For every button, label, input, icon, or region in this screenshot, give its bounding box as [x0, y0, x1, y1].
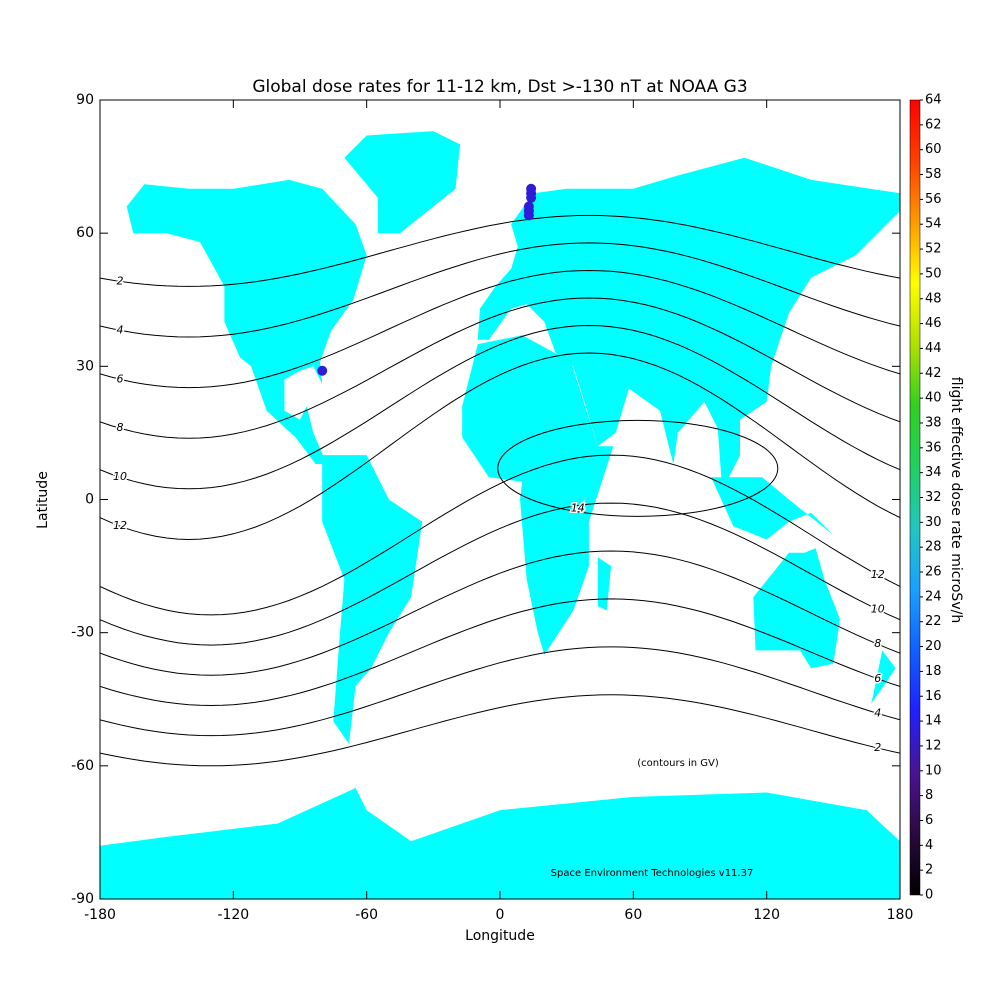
y-tick-label: -30 — [71, 625, 94, 641]
contour-line — [100, 694, 900, 767]
contour-line — [100, 550, 900, 676]
colorbar-tick-label: 2 — [925, 863, 933, 878]
colorbar-tick-label: 18 — [925, 664, 942, 679]
colorbar-tick-label: 64 — [925, 93, 942, 108]
land — [344, 131, 460, 234]
colorbar-tick-label: 62 — [925, 117, 942, 132]
colorbar-tick-label: 58 — [925, 167, 942, 182]
x-tick-label: 0 — [496, 907, 505, 923]
contour-label: 12 — [871, 568, 885, 581]
contour-line — [100, 646, 900, 737]
contour-label: 6 — [874, 672, 881, 685]
y-axis-label: Latitude — [35, 471, 51, 529]
colorbar-tick-label: 22 — [925, 614, 942, 629]
colorbar-tick-label: 8 — [925, 788, 933, 803]
land — [126, 179, 367, 464]
plot-area: 2 2 4 4 6 6 8 8 10 10 12 12 14 — [100, 131, 900, 899]
colorbar-tick-label: 52 — [925, 242, 942, 257]
x-tick-label: -60 — [355, 907, 378, 923]
colorbar-tick-label: 36 — [925, 440, 942, 455]
colorbar-tick-label: 40 — [925, 391, 942, 406]
contour-line — [100, 242, 900, 338]
colorbar — [909, 99, 921, 896]
land — [597, 557, 612, 611]
contour-note: (contours in GV) — [637, 758, 719, 769]
contour-line — [100, 502, 900, 646]
colorbar-tick-label: 26 — [925, 565, 942, 580]
land — [711, 477, 834, 540]
y-tick-label: 90 — [76, 92, 94, 108]
land — [477, 157, 900, 491]
x-axis-label: Longitude — [465, 928, 535, 944]
flight-point — [523, 201, 534, 212]
flight-point — [317, 365, 328, 376]
contour-label: 4 — [874, 706, 881, 719]
chart-title: Global dose rates for 11-12 km, Dst >-13… — [252, 77, 747, 97]
contour-label: 10 — [871, 603, 885, 616]
colorbar-tick-label: 38 — [925, 415, 942, 430]
colorbar-tick-label: 24 — [925, 589, 942, 604]
colorbar-tick-label: 44 — [925, 341, 942, 356]
colorbar-tick-label: 6 — [925, 813, 933, 828]
contour-label: 4 — [117, 323, 124, 336]
x-tick-label: -120 — [217, 907, 249, 923]
contour-line — [100, 214, 900, 287]
colorbar-tick-label: 14 — [925, 714, 942, 729]
colorbar-label: flight effective dose rate microSv/h — [948, 377, 964, 623]
colorbar-tick-label: 32 — [925, 490, 942, 505]
colorbar-tick-label: 10 — [925, 763, 942, 778]
land — [322, 455, 423, 744]
colorbar-tick-label: 16 — [925, 689, 942, 704]
colorbar-tick-label: 56 — [925, 192, 942, 207]
land — [871, 650, 896, 704]
contour-label: 12 — [113, 519, 127, 532]
flight-point — [526, 183, 537, 194]
colorbar-tick-label: 0 — [925, 888, 933, 903]
colorbar-tick-label: 42 — [925, 366, 942, 381]
colorbar-tick-label: 30 — [925, 515, 942, 530]
contour-line — [100, 324, 900, 490]
y-tick-label: -90 — [71, 891, 94, 907]
colorbar-tick-label: 4 — [925, 838, 933, 853]
colorbar-tick-label: 46 — [925, 316, 942, 331]
y-tick-label: -60 — [71, 758, 94, 774]
x-tick-label: 60 — [624, 907, 642, 923]
colorbar-tick-label: 50 — [925, 266, 942, 281]
contour-label: 6 — [117, 372, 124, 385]
contour-label: 10 — [113, 470, 127, 483]
credit: Space Environment Technologies v11.37 — [551, 868, 754, 879]
y-tick-label: 60 — [76, 225, 94, 241]
x-tick-label: -180 — [84, 907, 116, 923]
contour-line — [100, 598, 900, 707]
contour-line — [497, 419, 779, 517]
x-tick-label: 180 — [887, 907, 914, 923]
land — [462, 335, 614, 655]
contour-label: 8 — [117, 421, 124, 434]
contour-line — [100, 297, 900, 439]
contour-label: 8 — [874, 637, 881, 650]
contour-label: 14 — [571, 501, 585, 514]
contour-line — [100, 352, 900, 541]
x-tick-label: 120 — [753, 907, 780, 923]
colorbar-tick-label: 12 — [925, 738, 942, 753]
colorbar-tick-label: 28 — [925, 540, 942, 555]
y-tick-label: 30 — [76, 358, 94, 374]
colorbar-tick-label: 20 — [925, 639, 942, 654]
land — [100, 788, 900, 899]
colorbar-tick-label: 60 — [925, 142, 942, 157]
colorbar-tick-label: 48 — [925, 291, 942, 306]
contour-line — [100, 454, 900, 616]
y-tick-label: 0 — [85, 492, 94, 508]
contour-line — [100, 269, 900, 389]
colorbar-tick-label: 34 — [925, 465, 942, 480]
contour-label: 2 — [874, 741, 881, 754]
colorbar-tick-label: 54 — [925, 217, 942, 232]
contour-label: 2 — [117, 274, 124, 287]
